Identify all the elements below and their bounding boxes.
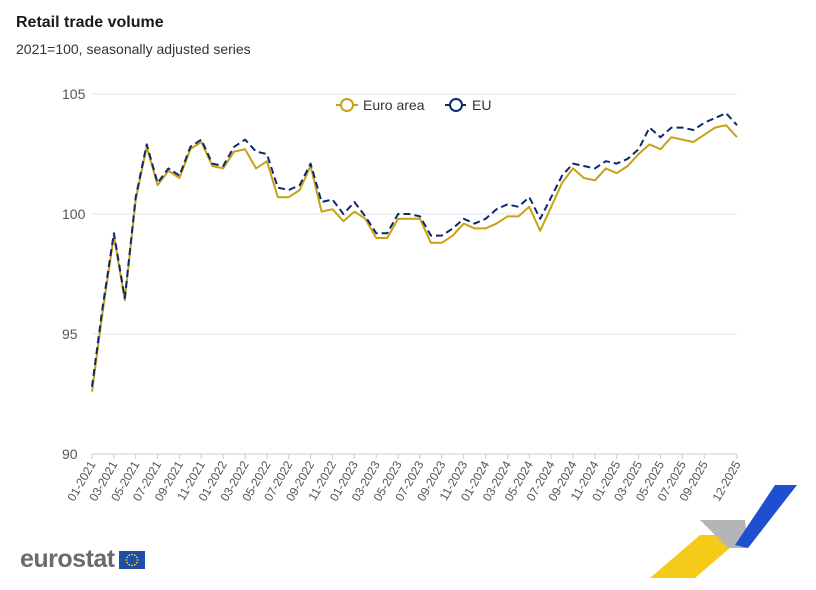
flag-star — [125, 558, 128, 561]
flag-star — [125, 561, 128, 564]
chart-subtitle: 2021=100, seasonally adjusted series — [16, 41, 251, 57]
series-line-eu — [91, 112, 738, 387]
legend-marker-icon — [449, 98, 463, 112]
eu-flag-icon — [118, 550, 145, 569]
flag-star — [135, 561, 138, 564]
y-tick-label: 105 — [62, 86, 86, 102]
eurostat-logo: eurostat — [20, 545, 145, 574]
y-tick-label: 95 — [62, 326, 78, 342]
x-tick-label: 12-2025 — [709, 458, 743, 503]
y-tick-label: 100 — [62, 206, 86, 222]
decorative-ribbon-yellow — [650, 535, 745, 578]
flag-star — [125, 555, 128, 558]
flag-star — [127, 553, 130, 556]
flag-star — [136, 558, 139, 561]
series-line-euro-area — [91, 124, 738, 392]
flag-star — [135, 555, 138, 558]
logo-text: eurostat — [20, 545, 115, 573]
y-tick-label: 90 — [62, 446, 78, 462]
legend-label: Euro area — [363, 97, 425, 113]
decorative-ribbon-grey — [700, 520, 748, 548]
legend-marker-icon — [340, 98, 354, 112]
flag-star — [133, 553, 136, 556]
flag-star — [130, 553, 133, 555]
flag-star — [130, 564, 133, 566]
flag-star — [133, 563, 136, 566]
legend-label: EU — [472, 97, 491, 113]
chart-title: Retail trade volume — [16, 14, 164, 31]
flag-star — [127, 563, 130, 566]
decorative-ribbon-blue — [735, 485, 797, 548]
